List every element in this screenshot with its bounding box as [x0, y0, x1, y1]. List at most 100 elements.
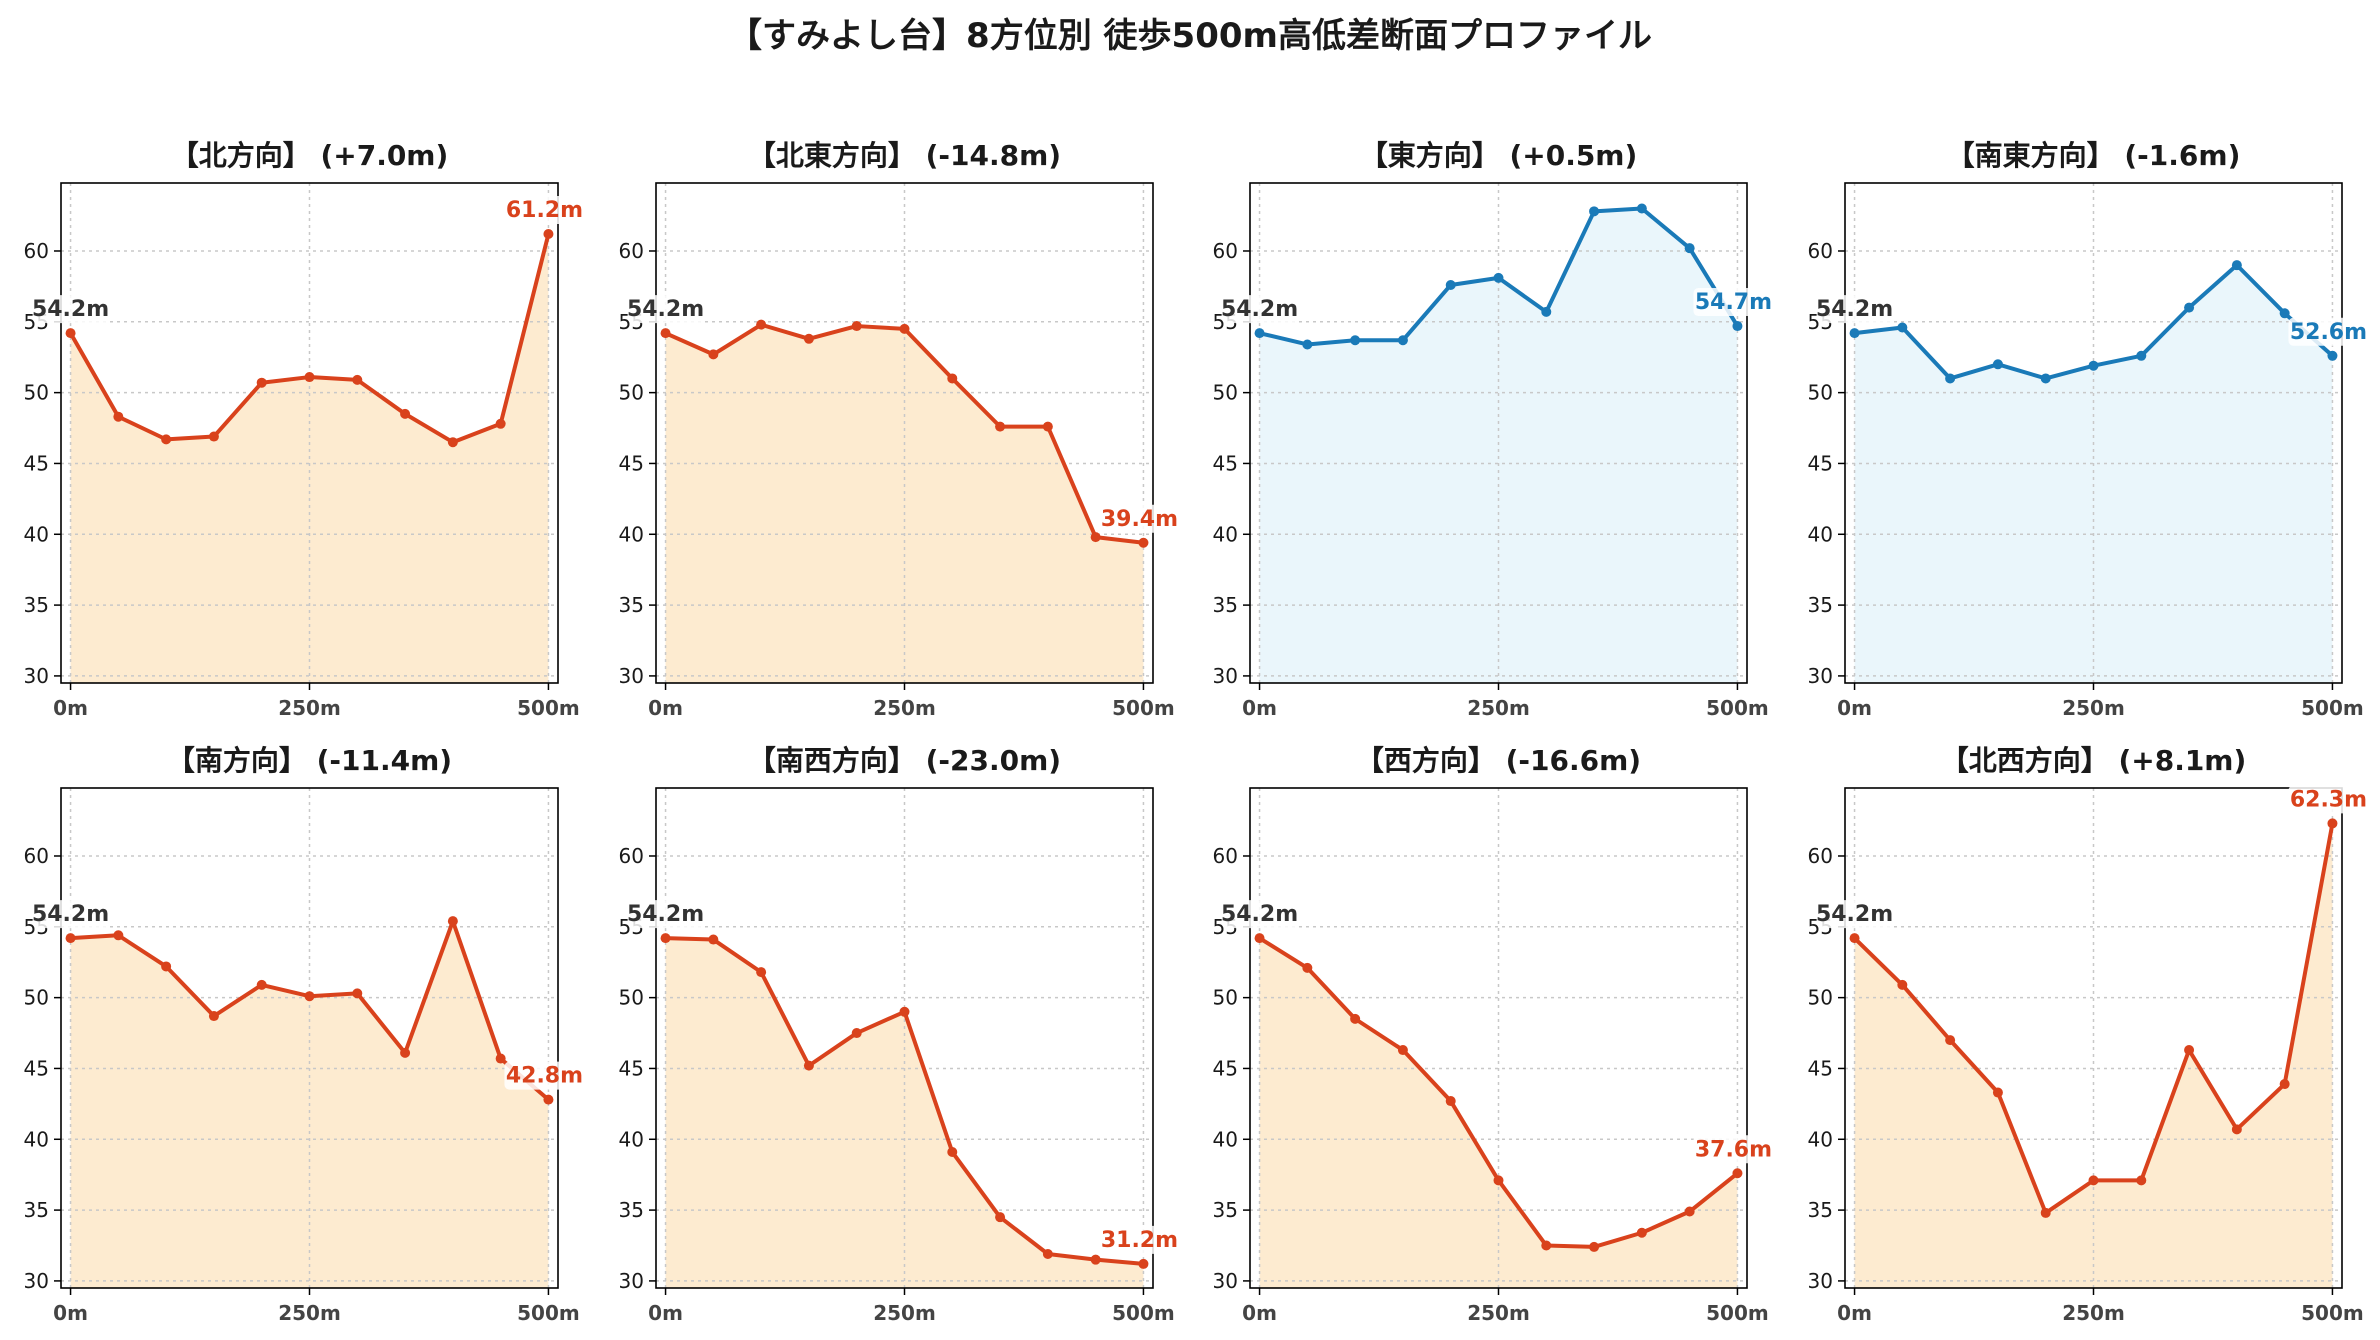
data-point	[447, 437, 458, 448]
start-label: 54.2m	[32, 902, 109, 927]
chart-panel-1: 303540455055600m250m500m【北東方向】 (-14.8m)5…	[619, 139, 1180, 720]
data-point	[2231, 1124, 2242, 1135]
data-point	[1541, 1240, 1552, 1251]
start-label: 54.2m	[1816, 902, 1893, 927]
x-tick-label: 0m	[53, 1301, 88, 1325]
data-point	[1254, 328, 1265, 339]
y-tick-label: 30	[1213, 664, 1238, 688]
data-point	[2279, 308, 2290, 319]
start-label-bg	[627, 295, 704, 324]
y-tick-label: 40	[24, 1127, 49, 1151]
x-tick-label: 500m	[1706, 1301, 1769, 1325]
data-point	[495, 418, 506, 429]
y-tick-label: 40	[1213, 522, 1238, 546]
area-fill	[1259, 208, 1738, 683]
data-point	[2136, 1175, 2147, 1186]
y-tick-label: 45	[1213, 1056, 1238, 1080]
x-tick-label: 500m	[2301, 1301, 2364, 1325]
data-point	[1138, 1258, 1149, 1269]
panel-title: 【南西方向】 (-23.0m)	[748, 744, 1061, 777]
data-point	[756, 967, 767, 978]
data-point	[803, 1060, 814, 1071]
x-tick-label: 500m	[1112, 1301, 1175, 1325]
end-label-bg	[504, 195, 585, 224]
data-point	[1945, 373, 1956, 384]
start-label: 54.2m	[32, 297, 109, 322]
data-point	[543, 1094, 554, 1105]
y-tick-label: 50	[1213, 381, 1238, 405]
y-tick-label: 45	[1808, 451, 1833, 475]
y-tick-label: 30	[1213, 1269, 1238, 1293]
y-tick-label: 35	[24, 593, 49, 617]
data-point	[208, 431, 219, 442]
y-tick-label: 35	[1808, 593, 1833, 617]
data-point	[947, 1147, 958, 1158]
data-point	[304, 372, 315, 383]
y-tick-label: 35	[1808, 1198, 1833, 1222]
panel-title: 【北西方向】 (+8.1m)	[1941, 744, 2247, 777]
y-tick-label: 60	[1808, 844, 1833, 868]
end-label: 31.2m	[1101, 1228, 1178, 1253]
data-point	[1849, 933, 1860, 944]
y-tick-label: 35	[1213, 593, 1238, 617]
data-point	[995, 1212, 1006, 1223]
end-label-bg	[1099, 1225, 1180, 1254]
data-point	[1042, 1249, 1053, 1260]
y-tick-label: 35	[619, 1198, 644, 1222]
chart-panel-0: 303540455055600m250m500m【北方向】 (+7.0m)54.…	[24, 139, 585, 720]
chart-panel-7: 303540455055600m250m500m【北西方向】 (+8.1m)54…	[1808, 744, 2369, 1325]
y-tick-label: 50	[24, 986, 49, 1010]
data-point	[1042, 421, 1053, 432]
end-label: 37.6m	[1695, 1137, 1772, 1162]
data-point	[1897, 322, 1908, 333]
data-point	[2088, 1175, 2099, 1186]
y-tick-label: 45	[1808, 1056, 1833, 1080]
data-point	[543, 228, 554, 239]
x-tick-label: 250m	[278, 696, 341, 720]
panel-title: 【西方向】 (-16.6m)	[1356, 744, 1641, 777]
y-tick-label: 35	[1213, 1198, 1238, 1222]
y-tick-label: 45	[1213, 451, 1238, 475]
y-tick-label: 40	[1213, 1127, 1238, 1151]
data-point	[400, 408, 411, 419]
y-tick-label: 40	[1808, 522, 1833, 546]
x-tick-label: 250m	[873, 696, 936, 720]
start-label: 54.2m	[1221, 902, 1298, 927]
end-label: 62.3m	[2290, 787, 2367, 812]
data-point	[1493, 272, 1504, 283]
x-tick-label: 0m	[1837, 1301, 1872, 1325]
start-label-bg	[1816, 295, 1893, 324]
panel-title: 【北東方向】 (-14.8m)	[748, 139, 1061, 172]
y-tick-label: 40	[1808, 1127, 1833, 1151]
y-tick-label: 50	[1808, 986, 1833, 1010]
data-point	[708, 349, 719, 360]
area-fill	[665, 324, 1144, 683]
x-tick-label: 500m	[517, 1301, 580, 1325]
y-tick-label: 30	[1808, 664, 1833, 688]
data-point	[756, 319, 767, 330]
chart-panel-3: 303540455055600m250m500m【南東方向】 (-1.6m)54…	[1808, 139, 2369, 720]
y-tick-label: 60	[1808, 239, 1833, 263]
data-point	[1302, 339, 1313, 350]
end-label: 54.7m	[1695, 290, 1772, 315]
y-tick-label: 60	[1213, 844, 1238, 868]
end-label-bg	[1693, 288, 1774, 317]
data-point	[2136, 350, 2147, 361]
data-point	[256, 979, 267, 990]
x-tick-label: 0m	[648, 1301, 683, 1325]
x-tick-label: 0m	[648, 696, 683, 720]
data-point	[1090, 1254, 1101, 1265]
start-label-bg	[1221, 900, 1298, 929]
x-tick-label: 250m	[873, 1301, 936, 1325]
area-fill	[1854, 265, 2333, 683]
y-tick-label: 50	[1808, 381, 1833, 405]
y-tick-label: 40	[619, 522, 644, 546]
x-tick-label: 250m	[2062, 1301, 2125, 1325]
panel-title: 【北方向】 (+7.0m)	[171, 139, 449, 172]
data-point	[995, 421, 1006, 432]
data-point	[1254, 933, 1265, 944]
figure-title: 【すみよし台】8方位別 徒歩500m高低差断面プロファイル	[728, 16, 1652, 56]
start-label: 54.2m	[627, 902, 704, 927]
end-label-bg	[504, 1061, 585, 1090]
